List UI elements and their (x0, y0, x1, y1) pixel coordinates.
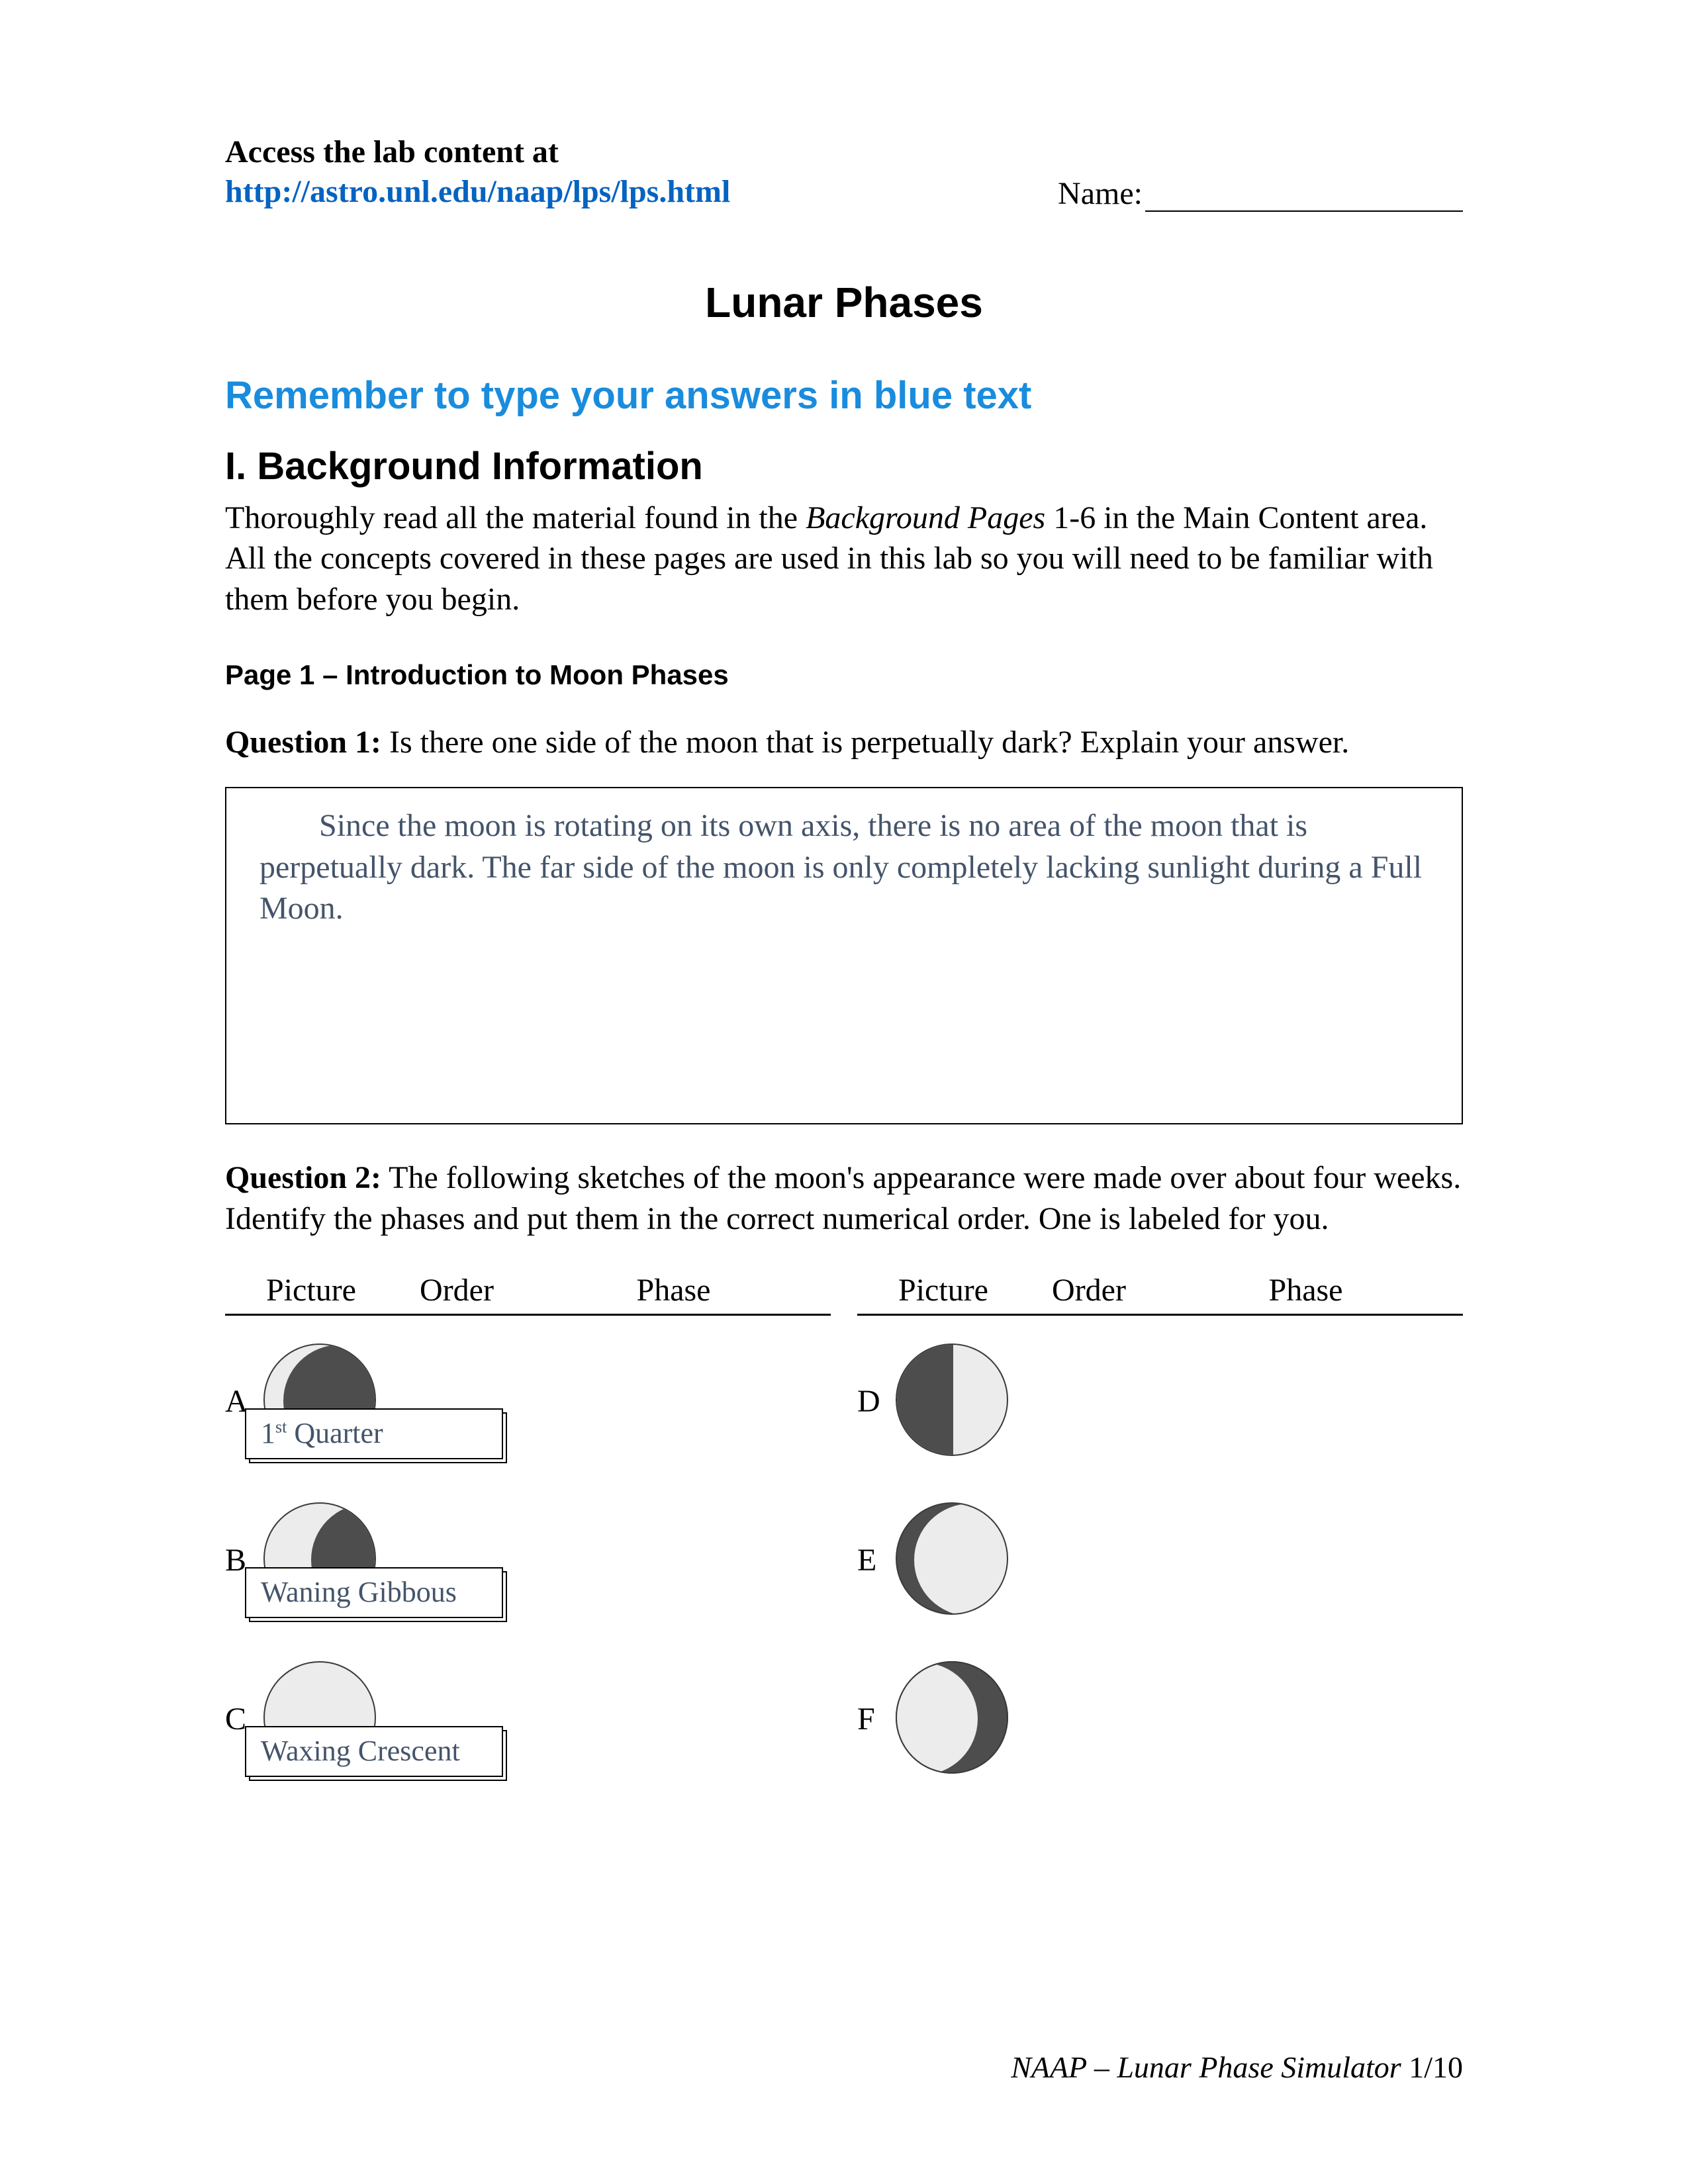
moon-d-icon (896, 1343, 1008, 1456)
name-field: Name: (1058, 175, 1463, 212)
name-label: Name: (1058, 176, 1143, 211)
footer-page: 1/10 (1409, 2050, 1463, 2084)
letter-c: C (225, 1701, 246, 1737)
letter-f: F (857, 1701, 875, 1737)
question-1-text: Is there one side of the moon that is pe… (381, 725, 1349, 760)
reminder-heading: Remember to type your answers in blue te… (225, 373, 1463, 418)
row-c: C Waxing Crescent (225, 1653, 831, 1799)
right-table: Picture Order Phase D E F (857, 1272, 1463, 1812)
body-pre: Thoroughly read all the material found i… (225, 500, 806, 535)
row-a: A 1st Quarter (225, 1336, 831, 1481)
page1-subheading: Page 1 – Introduction to Moon Phases (225, 659, 1463, 691)
col-order-r: Order (1029, 1272, 1149, 1308)
left-table: Picture Order Phase A 1st Quarter B (225, 1272, 831, 1812)
row-b: B Waning Gibbous (225, 1494, 831, 1640)
header-row: Access the lab content at http://astro.u… (225, 132, 1463, 212)
access-url-link[interactable]: http://astro.unl.edu/naap/lps/lps.html (225, 172, 730, 212)
access-block: Access the lab content at http://astro.u… (225, 132, 730, 212)
name-blank-line[interactable] (1145, 210, 1463, 212)
chip-b[interactable]: Waning Gibbous (245, 1567, 503, 1618)
col-picture-r: Picture (857, 1272, 1029, 1308)
left-table-head: Picture Order Phase (225, 1272, 831, 1314)
phase-tables: Picture Order Phase A 1st Quarter B (225, 1272, 1463, 1812)
letter-d: D (857, 1383, 880, 1420)
right-table-head: Picture Order Phase (857, 1272, 1463, 1314)
question-2: Question 2: The following sketches of th… (225, 1158, 1463, 1239)
section-1-heading: I. Background Information (225, 444, 1463, 488)
question-2-label: Question 2: (225, 1160, 381, 1195)
footer-title: NAAP – Lunar Phase Simulator (1011, 2050, 1409, 2084)
page: Access the lab content at http://astro.u… (0, 0, 1688, 2184)
row-e: E (857, 1494, 1463, 1640)
moon-e-icon (896, 1502, 1008, 1615)
chip-c[interactable]: Waxing Crescent (245, 1726, 503, 1777)
page-footer: NAAP – Lunar Phase Simulator 1/10 (1011, 2050, 1463, 2085)
answer-1-box[interactable]: Since the moon is rotating on its own ax… (225, 787, 1463, 1124)
letter-b: B (225, 1542, 246, 1578)
question-1: Question 1: Is there one side of the moo… (225, 724, 1463, 760)
moon-f-wrap (896, 1661, 1008, 1774)
row-d: D (857, 1336, 1463, 1481)
page-title: Lunar Phases (225, 278, 1463, 327)
chip-a[interactable]: 1st Quarter (245, 1408, 503, 1459)
access-label: Access the lab content at (225, 132, 730, 172)
left-table-rule (225, 1314, 831, 1316)
moon-e-wrap (896, 1502, 1008, 1615)
col-phase-r: Phase (1149, 1272, 1463, 1308)
col-phase: Phase (516, 1272, 831, 1308)
answer-1-text: Since the moon is rotating on its own ax… (259, 808, 1422, 926)
col-order: Order (397, 1272, 516, 1308)
row-f: F (857, 1653, 1463, 1799)
col-picture: Picture (225, 1272, 397, 1308)
right-table-rule (857, 1314, 1463, 1316)
body-em: Background Pages (806, 500, 1045, 535)
section-1-body: Thoroughly read all the material found i… (225, 498, 1463, 619)
moon-d-wrap (896, 1343, 1008, 1456)
letter-e: E (857, 1542, 876, 1578)
question-2-text: The following sketches of the moon's app… (225, 1160, 1461, 1236)
question-1-label: Question 1: (225, 725, 381, 760)
